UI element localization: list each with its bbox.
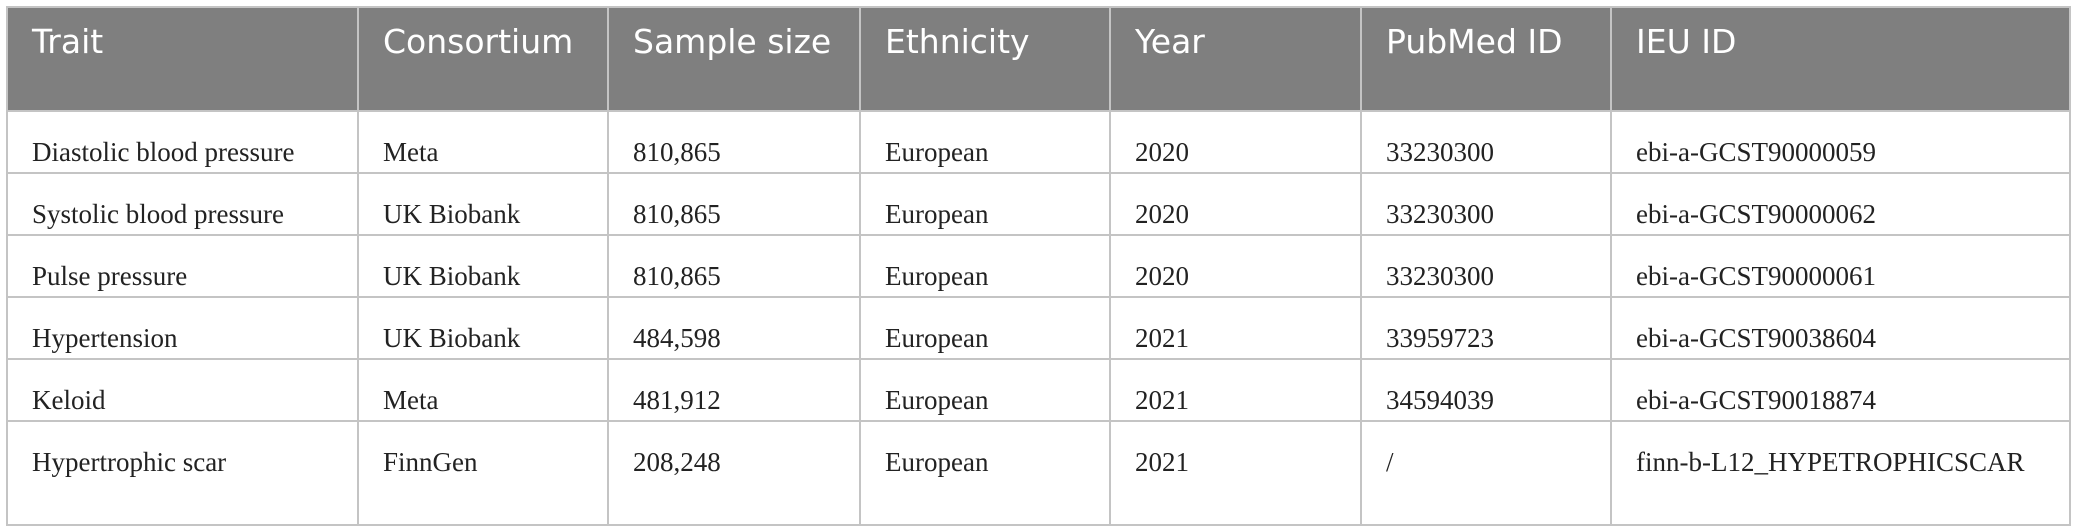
column-header-ieu-id: IEU ID [1610,6,2071,112]
cell-consortium: Meta [357,110,609,174]
column-header-trait: Trait [6,6,359,112]
table-row: Diastolic blood pressure Meta 810,865 Eu… [6,110,2071,174]
cell-ieu-id: ebi-a-GCST90000062 [1610,172,2071,236]
cell-sample-size: 208,248 [607,420,861,526]
table-row: Keloid Meta 481,912 European 2021 345940… [6,358,2071,422]
data-table: Trait Consortium Sample size Ethnicity Y… [6,6,2071,526]
cell-pubmed-id: 33230300 [1360,172,1612,236]
cell-ieu-id: ebi-a-GCST90000061 [1610,234,2071,298]
table-row: Systolic blood pressure UK Biobank 810,8… [6,172,2071,236]
cell-ieu-id: ebi-a-GCST90000059 [1610,110,2071,174]
cell-year: 2020 [1109,110,1362,174]
cell-trait: Keloid [6,358,359,422]
cell-trait: Hypertrophic scar [6,420,359,526]
table-row: Hypertrophic scar FinnGen 208,248 Europe… [6,420,2071,526]
column-header-year: Year [1109,6,1362,112]
cell-consortium: FinnGen [357,420,609,526]
cell-consortium: UK Biobank [357,234,609,298]
cell-consortium: UK Biobank [357,296,609,360]
cell-ieu-id: ebi-a-GCST90038604 [1610,296,2071,360]
cell-pubmed-id: / [1360,420,1612,526]
cell-pubmed-id: 33959723 [1360,296,1612,360]
cell-trait: Systolic blood pressure [6,172,359,236]
cell-pubmed-id: 33230300 [1360,110,1612,174]
cell-trait: Diastolic blood pressure [6,110,359,174]
cell-ethnicity: European [859,296,1111,360]
cell-year: 2020 [1109,172,1362,236]
cell-ethnicity: European [859,358,1111,422]
column-header-consortium: Consortium [357,6,609,112]
cell-pubmed-id: 33230300 [1360,234,1612,298]
cell-sample-size: 810,865 [607,234,861,298]
cell-year: 2021 [1109,358,1362,422]
column-header-pubmed-id: PubMed ID [1360,6,1612,112]
cell-consortium: Meta [357,358,609,422]
cell-sample-size: 810,865 [607,110,861,174]
cell-ethnicity: European [859,420,1111,526]
cell-trait: Hypertension [6,296,359,360]
cell-ethnicity: European [859,234,1111,298]
column-header-ethnicity: Ethnicity [859,6,1111,112]
table-row: Hypertension UK Biobank 484,598 European… [6,296,2071,360]
cell-consortium: UK Biobank [357,172,609,236]
cell-trait: Pulse pressure [6,234,359,298]
column-header-sample-size: Sample size [607,6,861,112]
header-row: Trait Consortium Sample size Ethnicity Y… [6,6,2071,112]
cell-ethnicity: European [859,110,1111,174]
cell-year: 2021 [1109,296,1362,360]
cell-pubmed-id: 34594039 [1360,358,1612,422]
cell-ethnicity: European [859,172,1111,236]
cell-year: 2020 [1109,234,1362,298]
cell-ieu-id: ebi-a-GCST90018874 [1610,358,2071,422]
cell-year: 2021 [1109,420,1362,526]
cell-sample-size: 810,865 [607,172,861,236]
cell-sample-size: 484,598 [607,296,861,360]
table-row: Pulse pressure UK Biobank 810,865 Europe… [6,234,2071,298]
cell-sample-size: 481,912 [607,358,861,422]
cell-ieu-id: finn-b-L12_HYPETROPHICSCAR [1610,420,2071,526]
